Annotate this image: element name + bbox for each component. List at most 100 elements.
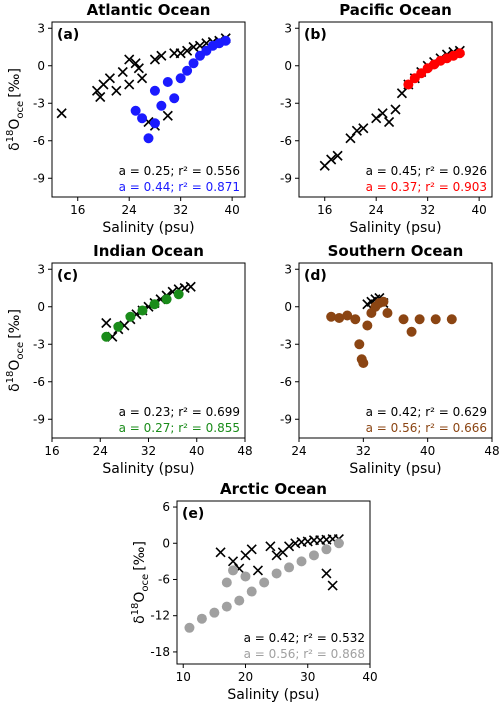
plot-area xyxy=(56,33,231,144)
x-tick-label: 40 xyxy=(420,444,435,458)
y-tick-label: -6 xyxy=(33,375,45,389)
data-point xyxy=(384,116,395,128)
data-point xyxy=(414,314,425,325)
panel-title: Pacific Ocean xyxy=(339,1,452,19)
panel-label: (d) xyxy=(304,268,327,284)
panel-4: Southern Ocean(d) 24 32 40 48 3 0 -3 -6 -9 Salinit… xyxy=(280,242,500,477)
y-tick-label: 3 xyxy=(37,21,45,35)
x-tick-label: 40 xyxy=(362,670,377,684)
x-axis-label: Salinity (psu) xyxy=(102,461,194,477)
data-point xyxy=(173,289,184,300)
y-tick-label: -18 xyxy=(150,645,170,659)
y-tick-label: -6 xyxy=(33,134,45,148)
data-point xyxy=(252,565,264,576)
data-point xyxy=(377,108,388,119)
data-point xyxy=(162,77,173,87)
y-tick-label: 0 xyxy=(37,59,45,73)
regression-annotation: a = 0.23; r² = 0.699 xyxy=(119,405,240,419)
y-tick-label: 0 xyxy=(37,300,45,314)
x-tick-label: 24 xyxy=(122,203,137,217)
data-point xyxy=(246,544,257,555)
y-axis-label: δ18Ooce[‰] xyxy=(5,309,26,392)
data-point xyxy=(125,311,136,322)
data-point xyxy=(111,85,122,96)
data-point xyxy=(161,294,172,305)
panel-label: (b) xyxy=(304,27,327,43)
series-modeled xyxy=(130,35,231,144)
data-point xyxy=(333,538,344,549)
data-point xyxy=(56,108,67,119)
data-point xyxy=(454,48,465,59)
series-modeled xyxy=(326,296,457,368)
data-point xyxy=(403,79,414,90)
x-tick-label: 10 xyxy=(176,670,191,684)
regression-annotation: a = 0.42; r² = 0.532 xyxy=(244,631,365,645)
data-point xyxy=(133,63,144,74)
x-axis-label: Salinity (psu) xyxy=(102,220,194,236)
y-tick-label: -3 xyxy=(280,96,292,110)
panel-label: (a) xyxy=(57,27,79,43)
y-tick-label: -3 xyxy=(33,337,45,351)
x-tick-label: 48 xyxy=(237,444,252,458)
data-point xyxy=(326,311,337,322)
regression-annotation: a = 0.27; r² = 0.855 xyxy=(119,421,240,435)
data-point xyxy=(182,65,193,76)
data-point xyxy=(327,580,338,591)
data-point xyxy=(196,613,207,624)
data-point xyxy=(149,118,160,129)
panel-label: (e) xyxy=(182,506,204,522)
y-tick-label: 3 xyxy=(37,262,45,276)
data-point xyxy=(265,541,276,552)
x-tick-label: 16 xyxy=(317,203,332,217)
data-point xyxy=(350,314,361,325)
data-point xyxy=(296,556,307,567)
data-point xyxy=(446,314,457,325)
data-point xyxy=(185,281,196,292)
x-tick-label: 24 xyxy=(93,444,108,458)
y-tick-label: -9 xyxy=(280,412,292,426)
y-tick-label: -9 xyxy=(280,171,292,185)
data-point xyxy=(221,577,232,588)
series-modeled xyxy=(403,48,465,90)
panel-3: Indian Ocean (c) 16 24 32 40 48 3 0 -3 -6 -9 Salinit… xyxy=(5,242,253,477)
data-point xyxy=(396,88,407,99)
data-point xyxy=(430,314,441,325)
y-axis-label: δ18Ooce[‰] xyxy=(130,541,151,624)
plot-area xyxy=(184,533,344,633)
data-point xyxy=(283,541,295,552)
y-tick-label: -3 xyxy=(33,96,45,110)
data-point xyxy=(95,91,106,103)
x-tick-label: 40 xyxy=(224,203,239,217)
y-tick-label: 0 xyxy=(284,59,292,73)
plot-area xyxy=(319,45,465,171)
panel-label: (c) xyxy=(57,268,78,284)
y-tick-label: 0 xyxy=(162,536,170,550)
x-tick-label: 32 xyxy=(420,203,435,217)
data-point xyxy=(162,110,173,121)
data-point xyxy=(378,296,389,307)
panel-title: Indian Ocean xyxy=(93,242,204,260)
data-point xyxy=(302,536,313,547)
data-point xyxy=(175,48,186,59)
data-point xyxy=(104,73,115,84)
data-point xyxy=(124,54,135,65)
x-tick-label: 16 xyxy=(70,203,85,217)
y-tick-label: -6 xyxy=(280,134,292,148)
data-point xyxy=(390,104,401,115)
panel-2: Pacific Ocean (b) 16 24 32 40 3 0 -3 -6 -9 Salinity… xyxy=(280,1,493,236)
data-point xyxy=(209,607,220,618)
data-point xyxy=(332,150,343,161)
data-point xyxy=(169,93,180,104)
data-point xyxy=(130,105,141,116)
data-point xyxy=(342,310,353,321)
series-observed xyxy=(215,533,344,591)
y-tick-label: 0 xyxy=(284,300,292,314)
regression-annotation: a = 0.37; r² = 0.903 xyxy=(366,180,487,194)
panel-1: Atlantic Ocean (a) 16 24 32 40 3 0 -3 -6 -9 Salinit… xyxy=(5,1,246,236)
y-tick-label: -12 xyxy=(150,609,170,623)
data-point xyxy=(358,123,369,134)
panel-title: Southern Ocean xyxy=(328,242,464,260)
plot-area xyxy=(101,281,196,342)
data-point xyxy=(188,58,199,69)
series-modeled xyxy=(184,538,344,633)
